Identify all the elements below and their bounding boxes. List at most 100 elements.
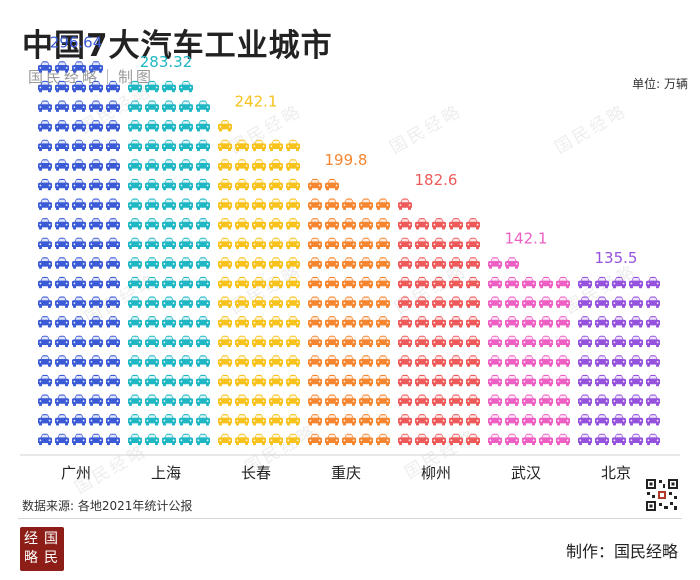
car-icon	[162, 335, 176, 348]
car-icon	[415, 237, 429, 250]
car-icon	[286, 218, 300, 230]
car-icon	[89, 394, 103, 406]
car-icon	[145, 237, 159, 250]
car-icon	[646, 335, 660, 348]
car-icon	[612, 414, 626, 426]
car-icon	[449, 433, 463, 446]
car-icon	[72, 100, 86, 112]
car-icon	[415, 433, 429, 446]
car-icon	[612, 335, 626, 348]
brand-subtitle: 国民经略｜制图	[28, 68, 155, 86]
car-icon	[162, 80, 176, 93]
car-icon	[415, 276, 429, 289]
category-label: 柳州	[421, 464, 451, 482]
car-icon	[325, 276, 339, 289]
category-label: 武汉	[511, 464, 541, 482]
car-icon	[145, 257, 159, 269]
car-icon	[286, 316, 300, 328]
value-label: 182.6	[415, 171, 458, 189]
car-icon	[449, 335, 463, 348]
car-icon	[252, 414, 266, 426]
car-icon	[72, 80, 86, 93]
car-icon	[342, 237, 356, 250]
car-icon	[128, 276, 142, 289]
car-icon	[359, 433, 373, 446]
car-icon	[72, 139, 86, 152]
car-icon	[89, 198, 103, 210]
car-icon	[269, 159, 283, 171]
car-icon	[286, 394, 300, 406]
car-icon	[308, 414, 322, 426]
car-icon	[55, 335, 69, 348]
car-icon	[269, 257, 283, 269]
car-icon	[162, 159, 176, 171]
car-icon	[128, 296, 142, 308]
car-icon	[398, 296, 412, 308]
car-icon	[449, 296, 463, 308]
car-icon	[415, 316, 429, 328]
car-icon	[578, 414, 592, 426]
car-icon	[235, 139, 249, 152]
car-icon	[466, 296, 480, 308]
car-icon	[359, 355, 373, 367]
car-icon	[218, 218, 232, 230]
car-icon	[252, 218, 266, 230]
car-icon	[308, 237, 322, 250]
car-icon	[449, 316, 463, 328]
car-icon	[162, 374, 176, 387]
car-icon	[218, 257, 232, 269]
car-icon	[179, 257, 193, 269]
car-icon	[196, 374, 210, 387]
car-icon	[38, 198, 52, 210]
page-title: 中国7大汽车工业城市	[22, 28, 333, 64]
car-icon	[89, 218, 103, 230]
car-icon	[89, 414, 103, 426]
car-icon	[196, 139, 210, 152]
car-icon	[72, 394, 86, 406]
car-icon	[376, 355, 390, 367]
car-icon	[578, 355, 592, 367]
car-icon	[308, 335, 322, 348]
car-icon	[196, 414, 210, 426]
car-icon	[505, 355, 519, 367]
car-icon	[325, 374, 339, 387]
car-icon	[488, 394, 502, 406]
car-icon	[398, 276, 412, 289]
car-icon	[269, 218, 283, 230]
car-icon	[376, 394, 390, 406]
car-icon	[196, 276, 210, 289]
pictogram-chart: 296.64 广州 283.32 上海 242.1 长春 199.8 重庆 182.6 柳州 142…	[20, 34, 680, 482]
car-icon	[432, 414, 446, 426]
car-icon	[522, 316, 536, 328]
car-icon	[128, 139, 142, 152]
car-icon	[269, 414, 283, 426]
car-icon	[106, 178, 120, 191]
car-icon	[106, 120, 120, 132]
car-icon	[595, 394, 609, 406]
car-icon	[308, 296, 322, 308]
car-icon	[466, 335, 480, 348]
car-icon	[449, 218, 463, 230]
car-icon	[128, 394, 142, 406]
car-icon	[72, 257, 86, 269]
car-icon	[342, 296, 356, 308]
car-icon	[612, 276, 626, 289]
car-icon	[308, 355, 322, 367]
car-icon	[106, 198, 120, 210]
car-icon	[55, 61, 69, 73]
car-icon	[252, 178, 266, 191]
car-icons-layer	[38, 61, 660, 446]
car-icon	[252, 159, 266, 171]
car-icon	[179, 316, 193, 328]
car-icon	[432, 335, 446, 348]
car-icon	[269, 198, 283, 210]
car-icon	[162, 394, 176, 406]
car-icon	[145, 80, 159, 93]
car-icon	[286, 198, 300, 210]
car-icon	[196, 394, 210, 406]
car-icon	[308, 218, 322, 230]
car-icon	[466, 257, 480, 269]
car-icon	[488, 355, 502, 367]
car-icon	[89, 433, 103, 446]
